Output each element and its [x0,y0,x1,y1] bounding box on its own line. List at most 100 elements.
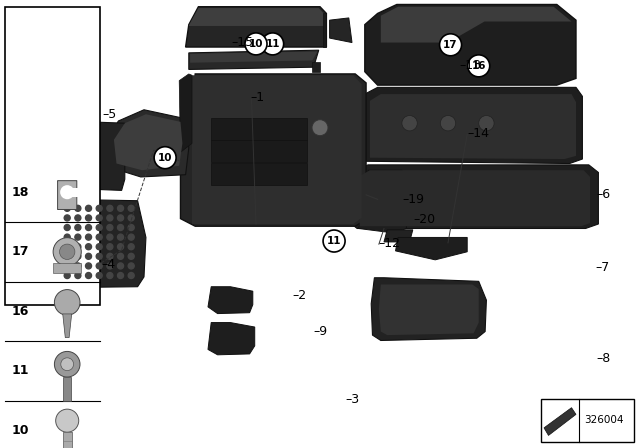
Text: –13: –13 [460,59,481,73]
Text: –3: –3 [346,393,360,406]
Text: 17: 17 [12,245,29,258]
Polygon shape [370,94,576,159]
Circle shape [56,409,79,432]
FancyBboxPatch shape [211,163,307,185]
Circle shape [96,215,102,221]
Polygon shape [312,62,320,72]
Circle shape [118,263,124,269]
FancyBboxPatch shape [5,7,100,305]
Circle shape [245,33,267,55]
Text: –5: –5 [102,108,116,121]
Polygon shape [208,323,255,355]
FancyBboxPatch shape [63,432,72,448]
Polygon shape [109,110,189,177]
Circle shape [479,116,494,131]
Circle shape [64,234,70,240]
Polygon shape [368,170,402,199]
Circle shape [64,215,70,221]
Polygon shape [544,408,576,435]
Circle shape [86,253,92,259]
Circle shape [402,116,417,131]
Text: 326004: 326004 [584,415,623,425]
Polygon shape [323,13,326,47]
Circle shape [262,33,284,55]
Text: –6: –6 [596,188,611,202]
Circle shape [86,205,92,211]
Circle shape [60,244,75,259]
Text: 10: 10 [249,39,263,49]
Polygon shape [384,230,413,242]
Polygon shape [330,18,352,43]
Circle shape [96,244,102,250]
Polygon shape [189,50,319,69]
Polygon shape [394,199,426,211]
Circle shape [96,224,102,231]
Polygon shape [379,284,479,335]
Circle shape [440,116,456,131]
Text: –19: –19 [402,193,424,206]
Circle shape [118,205,124,211]
Polygon shape [371,278,486,340]
Polygon shape [358,87,582,164]
Polygon shape [186,7,326,47]
Circle shape [75,253,81,259]
Circle shape [107,205,113,211]
Polygon shape [189,8,324,26]
Circle shape [64,272,70,279]
Text: –9: –9 [314,325,328,338]
Circle shape [128,253,134,259]
FancyBboxPatch shape [541,399,634,442]
Text: –20: –20 [413,213,436,226]
Circle shape [440,34,461,56]
Circle shape [107,272,113,279]
FancyBboxPatch shape [211,118,307,140]
FancyBboxPatch shape [63,377,71,401]
Circle shape [118,234,124,240]
Circle shape [107,224,113,231]
Circle shape [75,215,81,221]
Text: 11: 11 [12,364,29,378]
Text: 18: 18 [12,185,29,199]
Text: –2: –2 [292,289,307,302]
Circle shape [107,244,113,250]
Circle shape [86,215,92,221]
Circle shape [86,234,92,240]
Polygon shape [64,121,125,190]
Text: 17: 17 [444,40,458,50]
Polygon shape [114,114,182,170]
Circle shape [54,351,80,377]
Circle shape [118,253,124,259]
Circle shape [86,224,92,231]
Circle shape [86,244,92,250]
Polygon shape [360,170,590,226]
Circle shape [96,272,102,279]
Circle shape [96,234,102,240]
Circle shape [75,272,81,279]
Polygon shape [63,314,72,338]
Circle shape [75,224,81,231]
Polygon shape [56,199,146,288]
Polygon shape [358,219,406,233]
Text: –4: –4 [101,258,115,271]
Circle shape [118,272,124,279]
Circle shape [128,205,134,211]
Polygon shape [381,7,572,43]
FancyBboxPatch shape [53,263,81,273]
Circle shape [64,263,70,269]
Circle shape [128,224,134,231]
FancyBboxPatch shape [58,181,77,210]
Text: 10: 10 [158,153,172,163]
Circle shape [128,263,134,269]
Circle shape [118,224,124,231]
Circle shape [154,146,176,169]
Circle shape [61,358,74,370]
Circle shape [60,185,74,199]
Text: –7: –7 [595,261,609,275]
Circle shape [468,55,490,77]
Circle shape [86,263,92,269]
Circle shape [312,120,328,136]
FancyBboxPatch shape [70,188,83,197]
Circle shape [128,215,134,221]
FancyBboxPatch shape [211,140,307,162]
Polygon shape [190,52,317,63]
